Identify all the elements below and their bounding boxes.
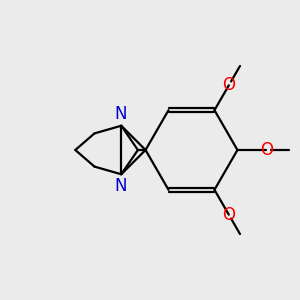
- Text: O: O: [222, 76, 235, 94]
- Text: N: N: [114, 177, 127, 195]
- Text: O: O: [260, 141, 273, 159]
- Text: N: N: [114, 105, 127, 123]
- Text: O: O: [222, 206, 235, 224]
